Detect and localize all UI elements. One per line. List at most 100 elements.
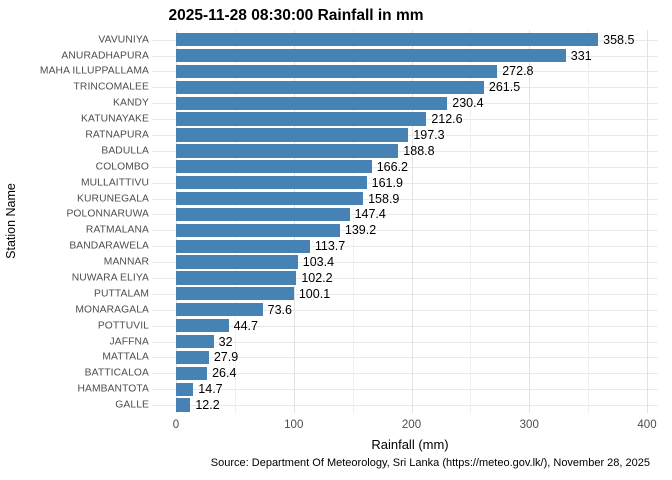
y-tick-label: POTTUVIL [97, 320, 149, 332]
v-gridline-minor [470, 30, 472, 413]
bar [176, 80, 484, 94]
bar-value-label: 113.7 [314, 239, 346, 254]
bar-value-label: 27.9 [213, 350, 239, 365]
bar [176, 239, 310, 253]
bar [176, 287, 294, 301]
bar [176, 382, 194, 396]
h-gridline [152, 214, 658, 216]
source-caption: Source: Department Of Meteorology, Sri L… [210, 457, 650, 469]
x-tick-label: 400 [637, 419, 657, 431]
h-gridline [152, 373, 658, 375]
v-gridline-major [647, 30, 648, 413]
h-gridline [152, 293, 658, 295]
bar [176, 144, 399, 158]
bar-value-label: 331 [570, 48, 592, 63]
y-tick-label: BADULLA [101, 145, 149, 157]
x-tick-label: 100 [284, 419, 304, 431]
plot-panel: 358.5 331 272.8 261.5 230.4 212.6 197.3 188.8 16… [152, 30, 658, 413]
y-tick-label: RATNAPURA [85, 129, 149, 141]
bar-value-label: 44.7 [233, 318, 258, 333]
h-gridline [152, 341, 658, 343]
h-gridline [152, 262, 658, 264]
bar [176, 191, 364, 206]
y-tick-label: MAHA ILLUPPALLAMA [39, 65, 149, 77]
bar-value-label: 272.8 [502, 64, 534, 79]
bar [176, 318, 229, 333]
bar [176, 334, 214, 349]
h-gridline [152, 166, 658, 168]
y-tick-label: BATTICALOA [84, 367, 149, 379]
chart-title: 2025-11-28 08:30:00 Rainfall in mm [168, 7, 424, 24]
h-gridline [152, 150, 658, 152]
y-tick-label: MATTALA [102, 351, 149, 363]
y-tick-label: KURUNEGALA [77, 193, 149, 205]
y-tick-label: KATUNAYAKE [81, 113, 149, 125]
y-tick-label: TRINCOMALEE [73, 81, 149, 93]
bar [176, 96, 448, 110]
h-gridline [152, 246, 658, 248]
bar-value-label: 166.2 [376, 159, 408, 174]
y-tick-label: POLONNARUWA [66, 208, 149, 220]
v-gridline-major [176, 30, 177, 413]
bar-value-label: 230.4 [452, 96, 484, 111]
bar-value-label: 100.1 [298, 286, 331, 301]
bar [176, 207, 350, 222]
h-gridline [152, 389, 658, 391]
bar [176, 112, 427, 126]
bar-value-label: 358.5 [603, 32, 635, 47]
v-gridline-major [293, 30, 295, 413]
bar-value-label: 188.8 [403, 143, 435, 158]
bar-value-label: 12.2 [195, 398, 220, 413]
bar-value-label: 139.2 [344, 223, 377, 238]
bar-value-label: 26.4 [212, 366, 237, 381]
y-axis-labels: VAVUNIYA ANURADHAPURA MAHA ILLUPPALLAMA TRI… [0, 30, 149, 413]
bar [176, 64, 498, 79]
h-gridline [152, 405, 658, 407]
y-tick-label: COLOMBO [95, 161, 149, 173]
bar-value-label: 73.6 [267, 302, 292, 317]
y-tick-label: VAVUNIYA [98, 34, 149, 46]
y-tick-label: BANDARAWELA [69, 240, 149, 252]
bar [176, 175, 367, 190]
x-tick-label: 0 [172, 419, 180, 431]
y-tick-label: ANURADHAPURA [61, 50, 149, 62]
y-tick-label: MANNAR [103, 256, 149, 268]
bar-value-label: 14.7 [198, 382, 223, 397]
h-gridline [152, 230, 658, 232]
x-tick-label: 300 [519, 419, 539, 431]
y-tick-label: HAMBANTOTA [77, 383, 149, 395]
bar [176, 255, 298, 269]
bar [176, 128, 409, 142]
bar-value-label: 32 [218, 334, 233, 349]
h-gridline [152, 357, 658, 359]
v-gridline-major [411, 30, 413, 413]
bar [176, 303, 263, 317]
bar-value-label: 212.6 [431, 112, 463, 127]
v-gridline-minor [588, 30, 590, 413]
x-axis-title: Rainfall (mm) [371, 437, 449, 452]
h-gridline [152, 309, 658, 311]
v-gridline-minor [352, 30, 354, 413]
v-gridline-minor [234, 30, 236, 413]
y-tick-label: MULLAITTIVU [80, 177, 149, 189]
bar [176, 160, 372, 174]
h-gridline [152, 198, 658, 200]
h-gridline [152, 325, 658, 327]
bar-value-label: 158.9 [368, 191, 400, 206]
y-tick-label: MONARAGALA [75, 304, 149, 316]
y-tick-label: GALLE [115, 399, 149, 411]
y-tick-label: PUTTALAM [94, 288, 149, 300]
bar [176, 32, 599, 47]
bar [176, 350, 209, 365]
bar-value-label: 161.9 [371, 175, 403, 190]
bar-value-label: 147.4 [354, 207, 386, 222]
x-axis-tick-labels: 0 100 200 300 400 [152, 419, 658, 433]
v-gridline-major [529, 30, 531, 413]
bar [176, 48, 566, 63]
bar-value-label: 102.2 [301, 270, 333, 285]
y-tick-label: RATMALANA [85, 224, 149, 236]
bar [176, 366, 208, 380]
x-tick-label: 200 [401, 419, 422, 431]
bar-value-label: 197.3 [413, 127, 445, 142]
